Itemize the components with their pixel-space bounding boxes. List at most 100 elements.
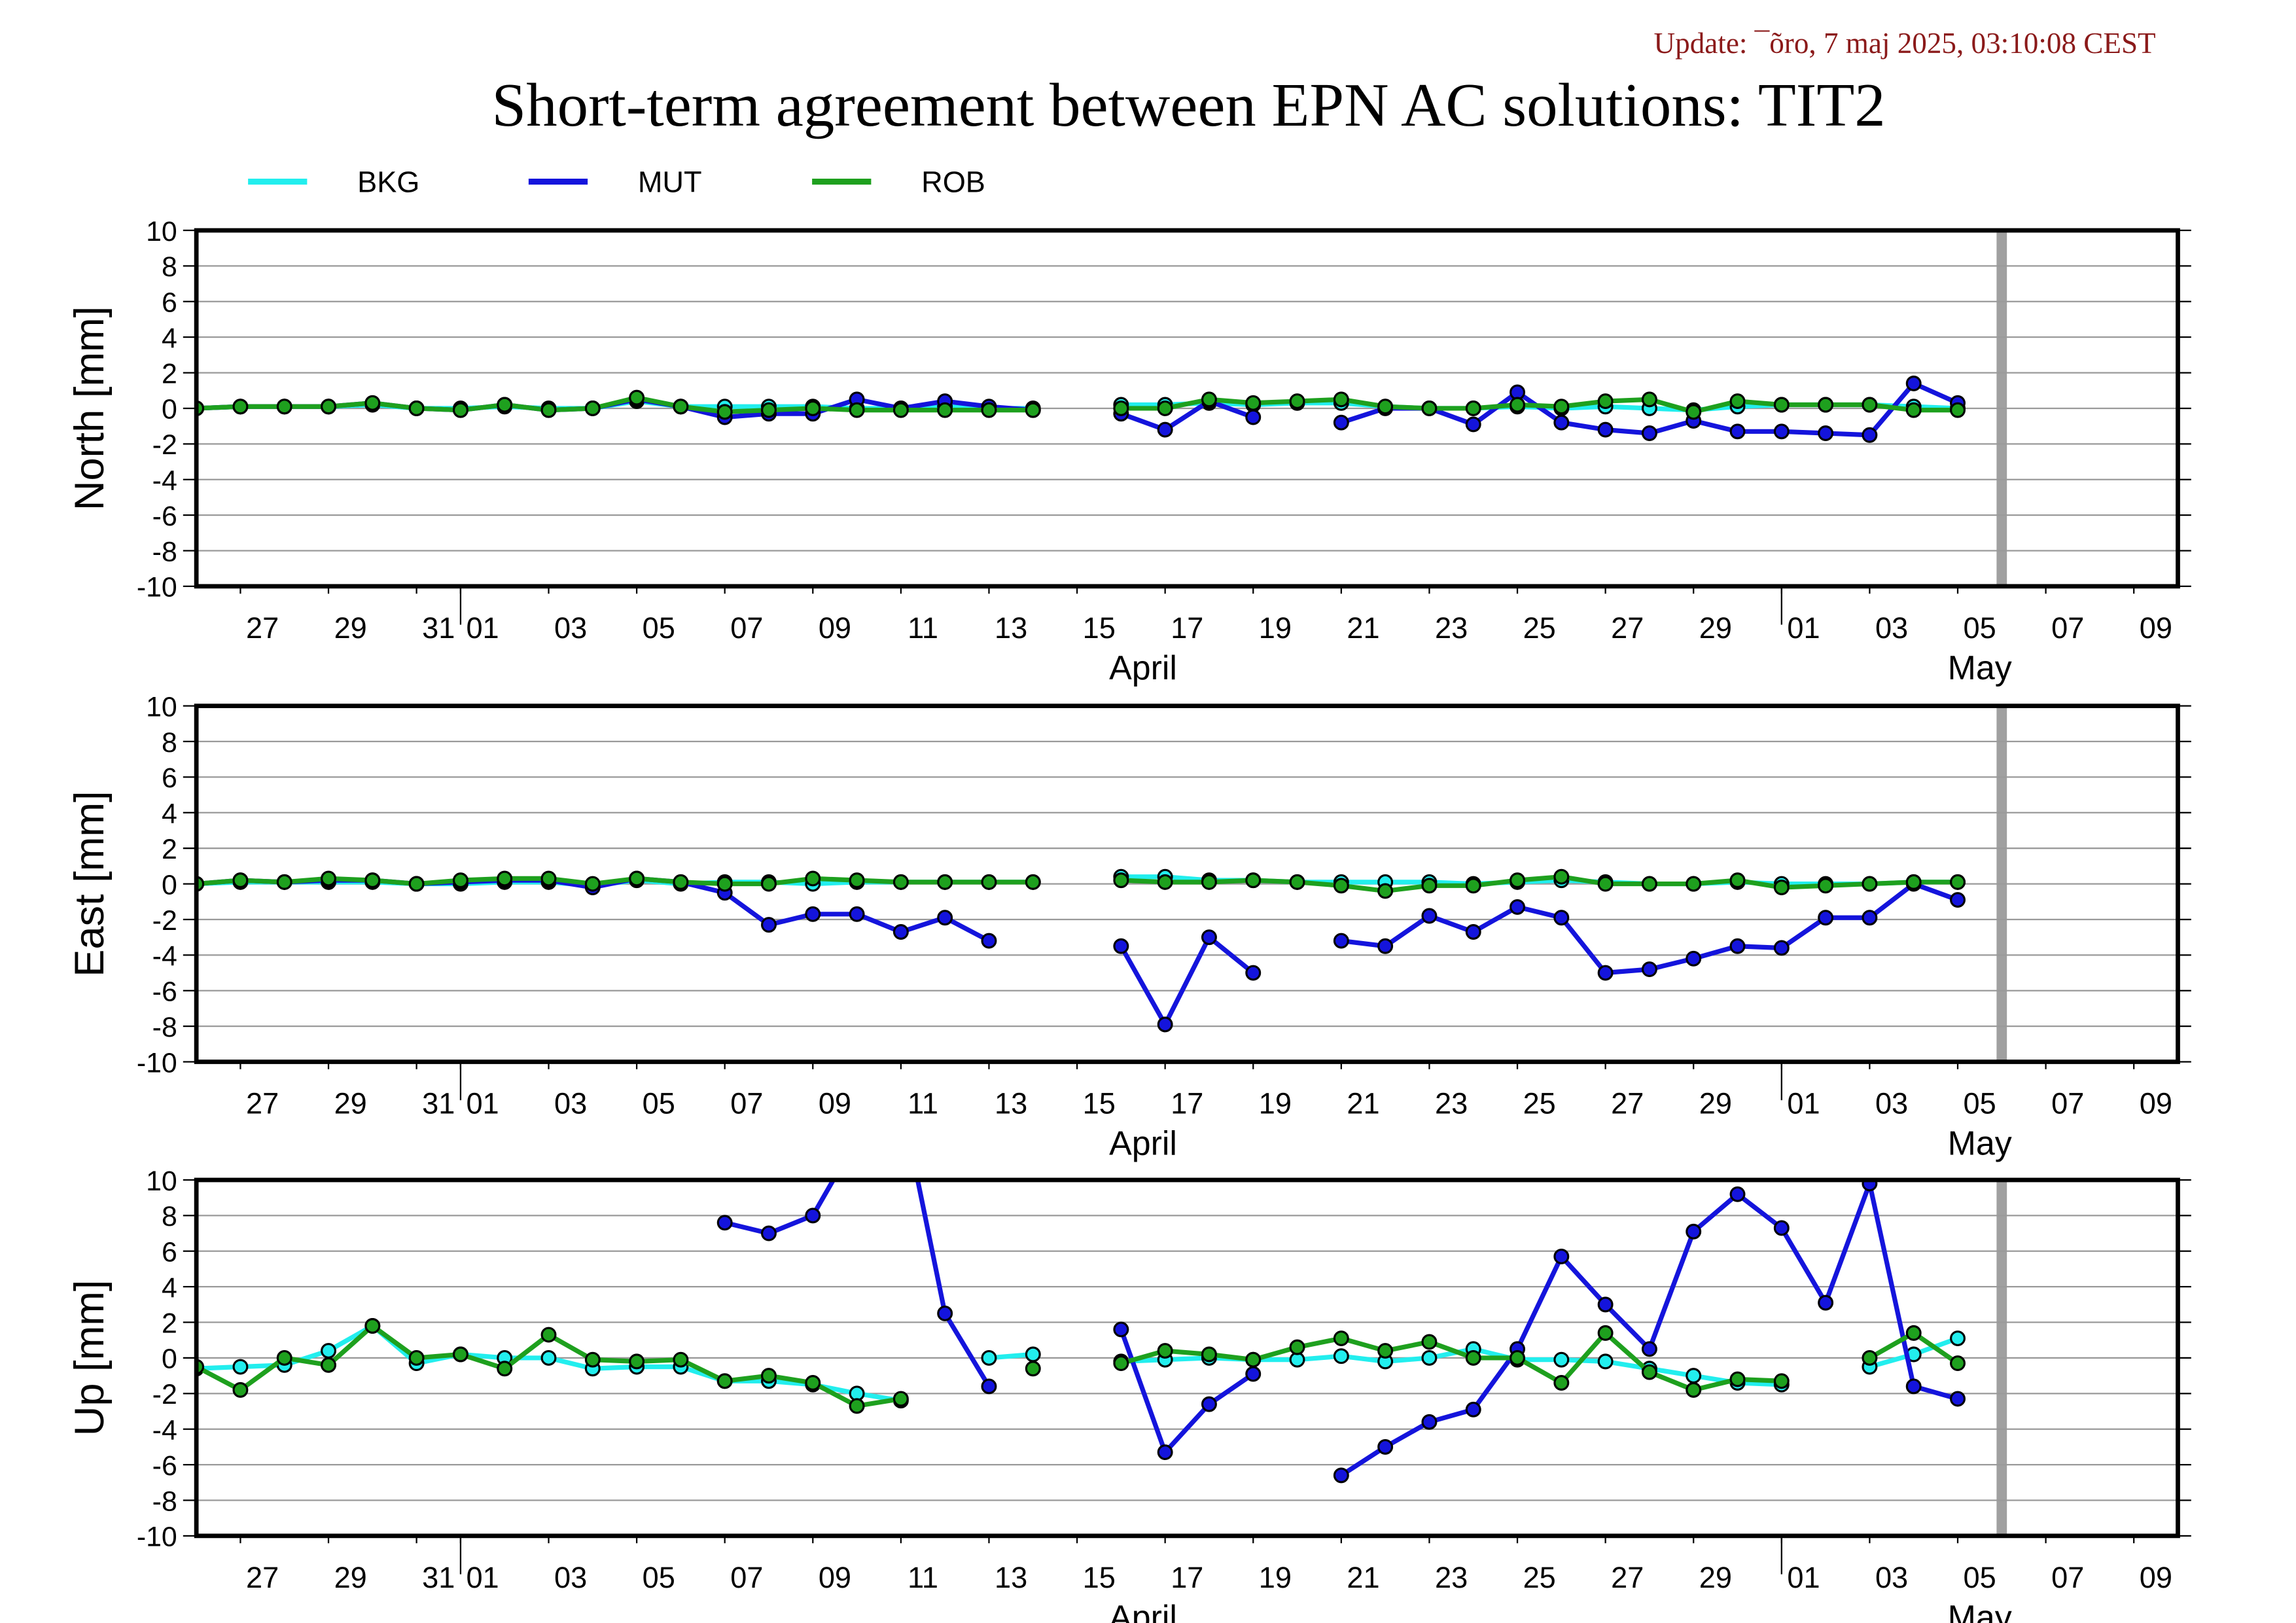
x-tick-label: 05 (1964, 1561, 1996, 1594)
data-point (761, 1225, 777, 1241)
data-point (716, 1373, 733, 1389)
data-point (408, 400, 425, 416)
data-point (1025, 402, 1041, 418)
data-point (276, 1349, 292, 1366)
data-point (1950, 1391, 1966, 1407)
data-point (761, 876, 777, 892)
data-point (1157, 1343, 1173, 1359)
data-point (1333, 414, 1349, 431)
data-point (1333, 1467, 1349, 1484)
x-tick-label: 03 (554, 1561, 587, 1594)
x-tick-label: 13 (995, 1561, 1027, 1594)
y-tick-label: -10 (137, 1522, 177, 1553)
x-tick-label: 29 (334, 1086, 367, 1120)
data-point (1686, 1223, 1702, 1240)
data-point (1950, 1355, 1966, 1372)
data-point (629, 870, 645, 887)
data-point (452, 1346, 468, 1363)
data-point (673, 1351, 689, 1368)
data-point (629, 389, 645, 406)
x-tick-label: 27 (1611, 611, 1644, 645)
y-tick-label: 4 (162, 1272, 177, 1304)
x-tick-label: 01 (466, 1086, 499, 1120)
data-point (673, 874, 689, 890)
data-point (805, 1375, 821, 1391)
y-tick-label: -2 (152, 905, 177, 936)
data-point (1729, 393, 1746, 410)
data-point (276, 874, 292, 890)
data-point (849, 402, 865, 418)
data-point (1113, 1355, 1129, 1372)
data-point (1113, 872, 1129, 889)
data-point (1510, 899, 1525, 915)
data-point (805, 400, 821, 416)
x-tick-label: 15 (1083, 1086, 1116, 1120)
data-point (1905, 375, 1922, 391)
y-tick-label: -4 (152, 465, 177, 497)
y-tick-label: 10 (146, 691, 177, 722)
data-point (1421, 1414, 1438, 1430)
y-tick-label: -10 (137, 1047, 177, 1079)
x-tick-label: 05 (643, 611, 675, 645)
x-tick-label: 09 (819, 1086, 851, 1120)
x-tick-label: 23 (1435, 1561, 1468, 1594)
data-point (1421, 878, 1438, 894)
y-tick-label: -6 (152, 1450, 177, 1482)
data-point (1113, 1321, 1129, 1338)
data-point (1597, 1296, 1614, 1313)
legend-label: BKG (357, 165, 419, 198)
data-point (232, 399, 249, 415)
x-tick-label: 17 (1171, 1086, 1203, 1120)
data-point (1905, 1378, 1922, 1395)
data-point (1201, 1346, 1217, 1363)
data-point (1201, 874, 1217, 890)
data-point (805, 870, 821, 887)
data-point (1245, 1366, 1262, 1382)
x-tick-label: 31 (422, 611, 455, 645)
data-point (629, 1353, 645, 1370)
data-point (540, 1349, 557, 1366)
x-tick-label: 27 (1611, 1561, 1644, 1594)
data-point (232, 872, 249, 889)
data-point (584, 876, 601, 892)
chart-title: Short-term agreement between EPN AC solu… (492, 71, 1886, 139)
data-point (1510, 397, 1525, 413)
data-point (1465, 416, 1481, 433)
data-point (981, 402, 997, 418)
y-tick-label: -8 (152, 1012, 177, 1043)
data-point (1597, 965, 1614, 981)
data-point (497, 397, 513, 413)
data-point (1818, 878, 1834, 894)
data-point (364, 872, 381, 889)
x-tick-label: 31 (422, 1086, 455, 1120)
data-point (1421, 400, 1438, 416)
x-tick-label: 07 (730, 611, 763, 645)
x-tick-label: 23 (1435, 611, 1468, 645)
x-tick-label: 01 (466, 611, 499, 645)
x-tick-label: 03 (1875, 1561, 1908, 1594)
x-tick-label: 03 (1875, 1086, 1908, 1120)
y-tick-label: 6 (162, 1237, 177, 1268)
plot-frame (194, 228, 2180, 589)
data-point (1862, 397, 1878, 413)
data-point (540, 870, 557, 887)
data-point (1905, 874, 1922, 890)
x-tick-label: 29 (1699, 1561, 1732, 1594)
y-tick-label: 8 (162, 251, 177, 283)
x-tick-label: 19 (1259, 611, 1292, 645)
y-tick-label: -10 (137, 572, 177, 603)
data-point (1553, 868, 1570, 885)
y-tick-label: 2 (162, 834, 177, 865)
x-tick-label: 01 (1787, 1561, 1820, 1594)
update-stamp: Update: ¯õro, 7 maj 2025, 03:10:08 CEST (1654, 27, 2156, 60)
data-point (321, 399, 336, 415)
data-point (232, 1359, 249, 1375)
data-point (937, 402, 953, 418)
y-tick-label: -4 (152, 1415, 177, 1446)
y-tick-label: 2 (162, 358, 177, 389)
data-point (1905, 402, 1922, 418)
data-point (321, 870, 336, 887)
data-point (1553, 1248, 1570, 1264)
